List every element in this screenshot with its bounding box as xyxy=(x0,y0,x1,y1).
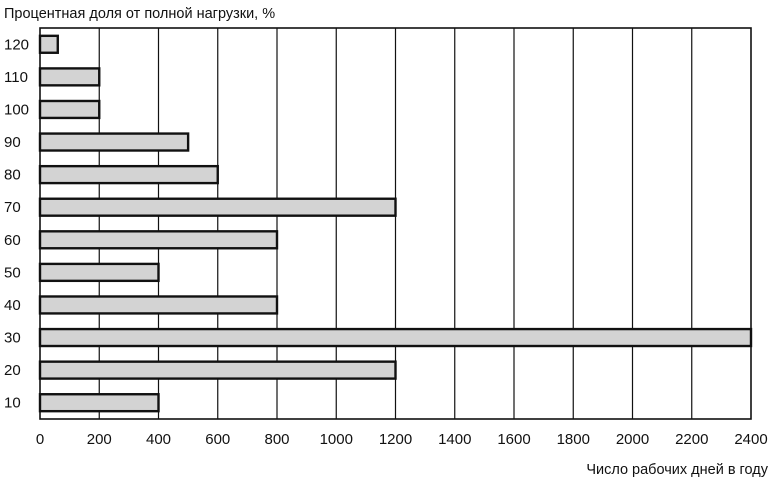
x-tick-label: 600 xyxy=(205,431,230,448)
x-tick-label: 400 xyxy=(146,431,171,448)
bar xyxy=(38,230,279,250)
x-tick-label: 2000 xyxy=(616,431,649,448)
bar xyxy=(38,327,753,348)
bar xyxy=(38,295,279,315)
x-tick-label: 2400 xyxy=(734,431,767,448)
bar xyxy=(38,132,190,152)
plot-frame xyxy=(39,27,752,420)
x-tick-label: 0 xyxy=(36,431,44,448)
x-tick-labels: 0 200 400 600 800 1000 1200 1400 1600 1800 2000 220… xyxy=(36,431,768,448)
x-tick-label: 1000 xyxy=(320,431,353,448)
y-tick-label: 50 xyxy=(4,264,21,281)
bar xyxy=(38,262,160,283)
bars xyxy=(38,34,753,413)
x-tick-label: 2200 xyxy=(675,431,708,448)
x-tick-label: 1200 xyxy=(379,431,412,448)
x-tick-label: 800 xyxy=(264,431,289,448)
y-tick-label: 120 xyxy=(4,36,29,53)
y-tick-label: 110 xyxy=(4,69,28,86)
bar xyxy=(38,164,219,185)
bar xyxy=(38,360,397,380)
y-tick-label: 90 xyxy=(4,134,21,151)
y-tick-label: 70 xyxy=(4,199,21,216)
grid-lines xyxy=(98,28,693,419)
bar xyxy=(38,99,101,120)
y-tick-label: 40 xyxy=(4,297,21,314)
y-axis-title: Процентная доля от полной нагрузки, % xyxy=(4,6,275,22)
y-tick-label: 80 xyxy=(4,167,21,184)
y-tick-label: 60 xyxy=(4,232,21,249)
bar xyxy=(38,34,59,54)
x-tick-label: 1400 xyxy=(438,431,471,448)
bar xyxy=(38,67,101,87)
x-axis-title: Число рабочих дней в году xyxy=(586,462,768,478)
y-tick-labels: 120 110 100 90 80 70 60 50 40 30 20 10 xyxy=(4,36,29,411)
y-tick-label: 100 xyxy=(4,101,29,118)
bar xyxy=(38,393,160,413)
x-tick-label: 200 xyxy=(87,431,112,448)
y-tick-label: 10 xyxy=(4,395,21,412)
y-tick-label: 20 xyxy=(4,362,21,379)
x-tick-label: 1600 xyxy=(497,431,530,448)
bar xyxy=(38,197,397,217)
y-tick-label: 30 xyxy=(4,330,21,347)
x-tick-label: 1800 xyxy=(557,431,590,448)
